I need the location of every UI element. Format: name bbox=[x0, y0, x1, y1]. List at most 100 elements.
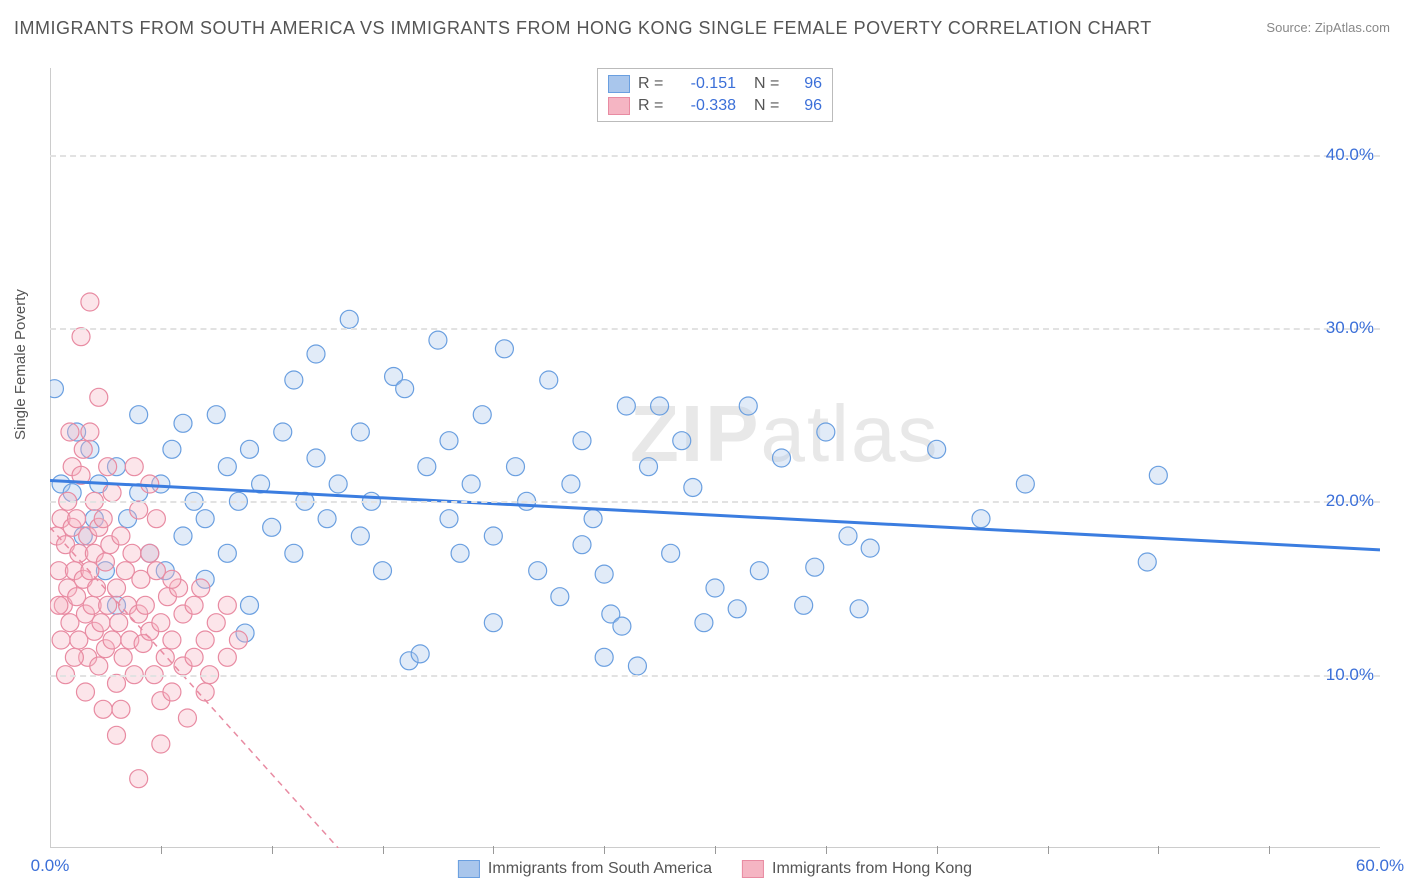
x-tick bbox=[826, 846, 827, 854]
scatter-point bbox=[218, 544, 236, 562]
scatter-point bbox=[147, 510, 165, 528]
scatter-point bbox=[125, 458, 143, 476]
scatter-point bbox=[103, 484, 121, 502]
scatter-point bbox=[839, 527, 857, 545]
legend-correlation-row: R =-0.338N =96 bbox=[608, 95, 822, 117]
source-attribution: Source: ZipAtlas.com bbox=[1266, 20, 1390, 35]
scatter-point bbox=[96, 553, 114, 571]
scatter-point bbox=[123, 544, 141, 562]
x-tick bbox=[937, 846, 938, 854]
legend-series-label: Immigrants from Hong Kong bbox=[772, 860, 972, 878]
scatter-point bbox=[74, 440, 92, 458]
scatter-point bbox=[152, 735, 170, 753]
scatter-point bbox=[90, 388, 108, 406]
scatter-point bbox=[473, 406, 491, 424]
scatter-point bbox=[651, 397, 669, 415]
scatter-point bbox=[551, 588, 569, 606]
y-tick-label: 40.0% bbox=[1326, 145, 1374, 165]
scatter-point bbox=[218, 458, 236, 476]
scatter-point bbox=[617, 397, 635, 415]
scatter-point bbox=[99, 458, 117, 476]
n-label: N = bbox=[754, 75, 784, 93]
legend-swatch bbox=[742, 860, 764, 878]
n-value: 96 bbox=[792, 97, 822, 115]
scatter-point bbox=[112, 700, 130, 718]
y-tick-label: 10.0% bbox=[1326, 665, 1374, 685]
scatter-point bbox=[241, 440, 259, 458]
scatter-point bbox=[108, 726, 126, 744]
legend-correlation-row: R =-0.151N =96 bbox=[608, 73, 822, 95]
scatter-point bbox=[495, 340, 513, 358]
source-value: ZipAtlas.com bbox=[1315, 20, 1390, 35]
scatter-point bbox=[1149, 466, 1167, 484]
trend-line bbox=[50, 481, 1380, 550]
gridline-horizontal bbox=[50, 155, 1380, 157]
scatter-point bbox=[178, 709, 196, 727]
scatter-point bbox=[156, 648, 174, 666]
scatter-point bbox=[163, 683, 181, 701]
scatter-point bbox=[274, 423, 292, 441]
x-tick-label: 0.0% bbox=[31, 856, 70, 876]
legend-series-item: Immigrants from Hong Kong bbox=[742, 860, 972, 878]
scatter-point bbox=[50, 596, 68, 614]
scatter-point bbox=[81, 293, 99, 311]
scatter-point bbox=[773, 449, 791, 467]
scatter-point bbox=[108, 674, 126, 692]
scatter-point bbox=[185, 596, 203, 614]
scatter-point bbox=[110, 614, 128, 632]
scatter-point bbox=[595, 565, 613, 583]
scatter-point bbox=[411, 645, 429, 663]
n-value: 96 bbox=[792, 75, 822, 93]
scatter-point bbox=[795, 596, 813, 614]
scatter-point bbox=[112, 527, 130, 545]
scatter-point bbox=[92, 614, 110, 632]
scatter-point bbox=[174, 527, 192, 545]
scatter-point bbox=[462, 475, 480, 493]
scatter-point bbox=[50, 380, 63, 398]
x-tick bbox=[1158, 846, 1159, 854]
scatter-point bbox=[207, 406, 225, 424]
scatter-point bbox=[141, 544, 159, 562]
scatter-point bbox=[440, 510, 458, 528]
scatter-point bbox=[94, 700, 112, 718]
r-label: R = bbox=[638, 75, 668, 93]
n-label: N = bbox=[754, 97, 784, 115]
scatter-point bbox=[163, 631, 181, 649]
scatter-point bbox=[263, 518, 281, 536]
scatter-point bbox=[218, 648, 236, 666]
scatter-point bbox=[192, 579, 210, 597]
scatter-point bbox=[529, 562, 547, 580]
scatter-point bbox=[68, 510, 86, 528]
scatter-point bbox=[241, 596, 259, 614]
scatter-point bbox=[76, 683, 94, 701]
scatter-point bbox=[285, 371, 303, 389]
legend-series-item: Immigrants from South America bbox=[458, 860, 712, 878]
scatter-point bbox=[673, 432, 691, 450]
scatter-point bbox=[640, 458, 658, 476]
scatter-point bbox=[207, 614, 225, 632]
y-tick-label: 30.0% bbox=[1326, 318, 1374, 338]
x-tick bbox=[604, 846, 605, 854]
scatter-point bbox=[130, 501, 148, 519]
scatter-point bbox=[484, 527, 502, 545]
scatter-point bbox=[750, 562, 768, 580]
scatter-point bbox=[90, 657, 108, 675]
scatter-point bbox=[584, 510, 602, 528]
scatter-point bbox=[94, 510, 112, 528]
scatter-point bbox=[196, 510, 214, 528]
scatter-point bbox=[972, 510, 990, 528]
scatter-point bbox=[103, 631, 121, 649]
x-tick bbox=[1269, 846, 1270, 854]
x-tick bbox=[715, 846, 716, 854]
gridline-horizontal bbox=[50, 675, 1380, 677]
scatter-point bbox=[152, 614, 170, 632]
scatter-point bbox=[1016, 475, 1034, 493]
scatter-point bbox=[540, 371, 558, 389]
scatter-point bbox=[806, 558, 824, 576]
scatter-point bbox=[440, 432, 458, 450]
scatter-point bbox=[329, 475, 347, 493]
scatter-point bbox=[130, 770, 148, 788]
scatter-point bbox=[174, 414, 192, 432]
scatter-plot-svg bbox=[50, 68, 1380, 848]
legend-correlation: R =-0.151N =96R =-0.338N =96 bbox=[597, 68, 833, 122]
